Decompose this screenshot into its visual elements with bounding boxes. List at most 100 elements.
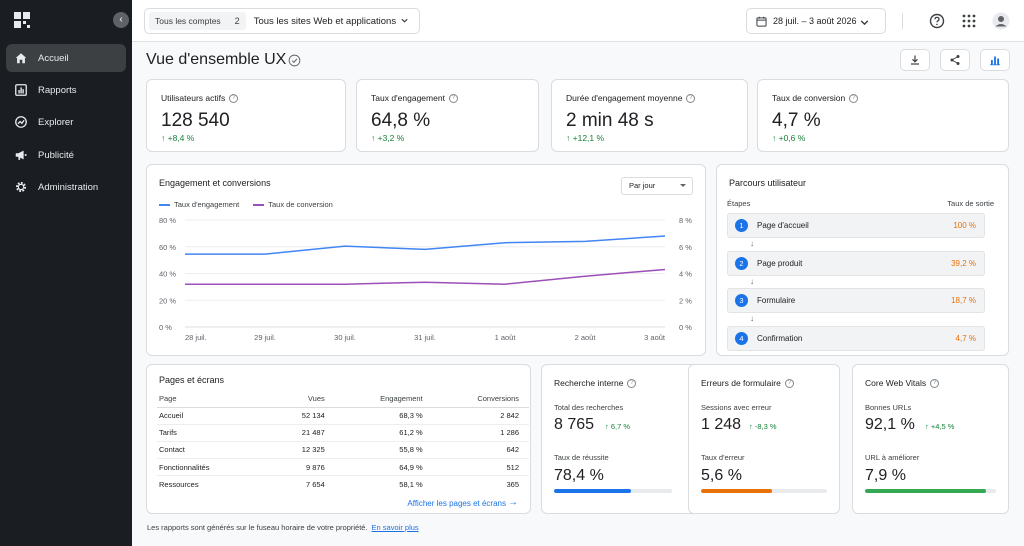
download-button[interactable] xyxy=(900,49,930,71)
kpi-delta: ↑ +3,2 % xyxy=(371,133,404,143)
sidebar-item-administration[interactable]: Administration xyxy=(6,173,126,201)
journey-step[interactable]: 3 Formulaire 18,7 % xyxy=(727,288,985,313)
table-row[interactable]: Ressources 7 654 58,1 % 365 xyxy=(157,476,529,493)
chart-title: Engagement et conversions xyxy=(159,178,271,188)
verified-check-icon xyxy=(288,54,301,67)
share-icon xyxy=(950,55,960,65)
learn-more-link[interactable]: En savoir plus xyxy=(371,523,419,532)
mini-title-wrap: Core Web Vitals? xyxy=(865,378,940,388)
sidebar-item-label: Accueil xyxy=(38,52,69,64)
help-icon[interactable]: ? xyxy=(849,93,859,103)
sidebar-item-label: Rapports xyxy=(38,84,77,96)
table-row[interactable]: Accueil 52 134 68,3 % 2 842 xyxy=(157,407,529,425)
y-right-tick-label: 8 % xyxy=(679,216,692,225)
legend-item-conversion[interactable]: Taux de conversion xyxy=(253,200,333,209)
apps-grid-icon[interactable] xyxy=(960,12,978,30)
column-header[interactable]: Page xyxy=(157,390,274,408)
explore-icon xyxy=(15,116,27,128)
y-right-tick-label: 0 % xyxy=(679,323,692,332)
arrow-right-icon[interactable]: → xyxy=(508,497,518,508)
kpi-delta: ↑ +12,1 % xyxy=(566,133,604,143)
share-button[interactable] xyxy=(940,49,970,71)
search-total-delta: ↑ 6,7 % xyxy=(605,422,630,431)
table-cell: Accueil xyxy=(157,407,274,425)
avatar[interactable] xyxy=(992,12,1010,30)
sidebar-item-rapports[interactable]: Rapports xyxy=(6,76,126,104)
date-range-text: 28 juil. – 3 août 2026 xyxy=(773,16,857,26)
caret-down-icon xyxy=(680,184,686,187)
form-errors-delta-value: -8,3 % xyxy=(754,422,777,431)
chevron-down-icon xyxy=(860,20,869,26)
sidebar-item-accueil[interactable]: Accueil xyxy=(6,44,126,72)
accounts-chip[interactable]: Tous les comptes 2 xyxy=(149,12,246,30)
sidebar-item-publicite[interactable]: Publicité xyxy=(6,141,126,169)
user-journey-card: Parcours utilisateur Étapes Taux de sort… xyxy=(716,164,1009,356)
y-left-tick-label: 0 % xyxy=(159,323,172,332)
kpi-delta: ↑ +0,6 % xyxy=(772,133,805,143)
legend-label: Taux de conversion xyxy=(268,200,333,209)
kpi-value: 2 min 48 s xyxy=(566,110,654,131)
x-tick-label: 3 août xyxy=(644,333,666,342)
x-tick-label: 1 août xyxy=(495,333,517,342)
kpi-delta-value: +8,4 % xyxy=(167,133,195,143)
arrow-down-icon: ↓ xyxy=(750,239,754,248)
search-progress-bar xyxy=(554,489,672,493)
calendar-icon xyxy=(756,16,767,27)
kpi-label-wrap: Taux de conversion? xyxy=(772,93,859,103)
step-number: 1 xyxy=(735,219,748,232)
step-number: 4 xyxy=(735,332,748,345)
column-header[interactable]: Vues xyxy=(273,390,335,408)
kpi-card-engagement-rate[interactable]: Taux d'engagement? 64,8 % ↑ +3,2 % xyxy=(356,79,539,152)
period-select[interactable]: Par jour xyxy=(621,177,693,195)
sidebar-item-explorer[interactable]: Explorer xyxy=(6,108,126,136)
journey-step[interactable]: 2 Page produit 39,2 % xyxy=(727,251,985,276)
collapse-sidebar-button[interactable]: ‹ xyxy=(113,12,129,28)
table-row[interactable]: Tarifs 21 487 61,2 % 1 286 xyxy=(157,424,529,442)
form-errors-sessions-delta: ↑ -8,3 % xyxy=(749,422,777,431)
search-total-label: Total des recherches xyxy=(554,403,624,412)
bar-chart-icon xyxy=(15,84,27,96)
kpi-delta-value: +3,2 % xyxy=(377,133,405,143)
help-icon[interactable]: ? xyxy=(229,93,239,103)
journey-title: Parcours utilisateur xyxy=(729,178,807,188)
help-icon[interactable]: ? xyxy=(686,93,696,103)
form-errors-rate-label: Taux d'erreur xyxy=(701,453,745,462)
journey-step[interactable]: 4 Confirmation 4,7 % xyxy=(727,326,985,351)
column-header[interactable]: Engagement xyxy=(334,390,433,408)
date-range-picker[interactable]: 28 juil. – 3 août 2026 xyxy=(746,8,886,34)
help-icon[interactable]: ? xyxy=(784,378,794,388)
help-icon[interactable]: ? xyxy=(448,93,458,103)
kpi-card-engagement-duration[interactable]: Durée d'engagement moyenne? 2 min 48 s ↑… xyxy=(551,79,748,152)
y-right-tick-label: 6 % xyxy=(679,243,692,252)
sidebar-item-label: Administration xyxy=(38,181,99,193)
table-row[interactable]: Contact 12 325 55,8 % 642 xyxy=(157,441,529,460)
table-cell: Contact xyxy=(157,441,274,460)
kpi-card-conversion-rate[interactable]: Taux de conversion? 4,7 % ↑ +0,6 % xyxy=(757,79,1009,152)
legend-item-engagement[interactable]: Taux d'engagement xyxy=(159,200,239,209)
table-row[interactable]: Fonctionnalités 9 876 64,9 % 512 xyxy=(157,458,529,477)
insights-button[interactable] xyxy=(980,49,1010,71)
kpi-label: Taux d'engagement xyxy=(371,93,445,103)
sidebar: ‹ Accueil Rapports Explorer Publicité Ad… xyxy=(0,0,132,546)
cwv-good-label: Bonnes URLs xyxy=(865,403,912,412)
table-cell: Tarifs xyxy=(157,424,274,442)
legend-swatch xyxy=(253,203,265,206)
kpi-card-active-users[interactable]: Utilisateurs actifs? 128 540 ↑ +8,4 % xyxy=(146,79,346,152)
journey-step[interactable]: 1 Page d'accueil 100 % xyxy=(727,213,985,238)
help-icon[interactable]: ? xyxy=(930,378,940,388)
accounts-label: Tous les comptes xyxy=(155,16,221,26)
cwv-improve-label: URL à améliorer xyxy=(865,453,920,462)
kpi-label-wrap: Durée d'engagement moyenne? xyxy=(566,93,696,103)
progress-fill xyxy=(701,489,772,493)
analytics-logo-icon xyxy=(14,12,30,28)
x-tick-label: 31 juil. xyxy=(414,333,436,342)
help-icon[interactable]: ? xyxy=(627,378,637,388)
column-header[interactable]: Conversions xyxy=(432,390,529,408)
arrow-down-icon: ↓ xyxy=(750,277,754,286)
account-selector[interactable]: Tous les comptes 2 Tous les sites Web et… xyxy=(144,8,420,34)
search-title: Recherche interne xyxy=(554,378,624,388)
help-icon[interactable] xyxy=(928,12,946,30)
cwv-title: Core Web Vitals xyxy=(865,378,927,388)
view-pages-link[interactable]: Afficher les pages et écrans xyxy=(407,499,506,508)
step-exit-rate: 18,7 % xyxy=(951,296,976,305)
